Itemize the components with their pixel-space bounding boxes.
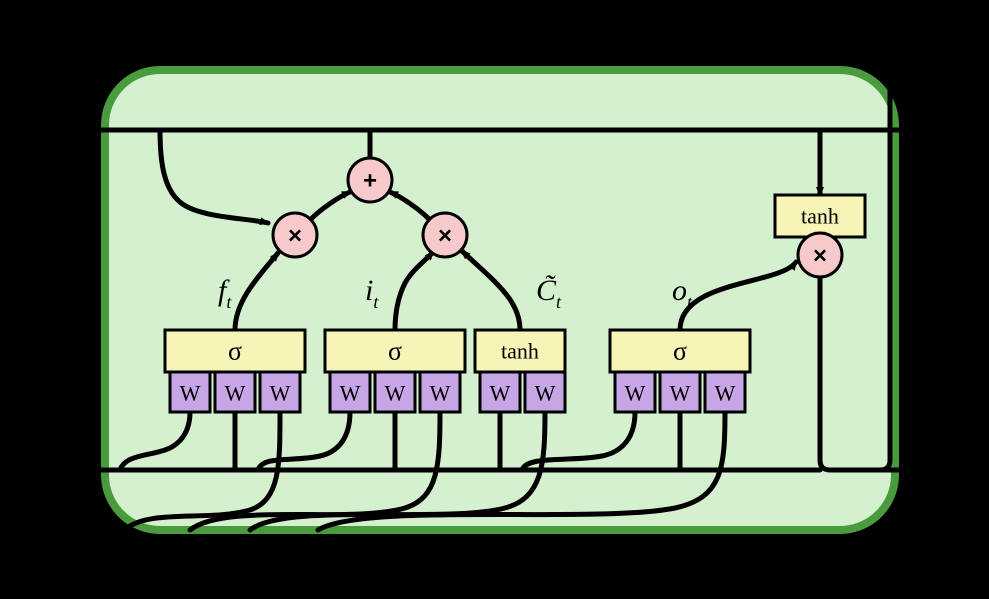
gate-label-cand-tanh: tanh (501, 339, 539, 364)
weight-label-w-o-3: W (715, 381, 736, 406)
weight-label-w-f-2: W (225, 381, 246, 406)
weight-label-w-i-3: W (430, 381, 451, 406)
op-symbol-mul-input: × (438, 223, 452, 250)
weight-label-w-i-1: W (340, 381, 361, 406)
lstm-diagram: σσtanhσtanh WWWWWWWWWWW ×+×× ftitC̃tot (0, 0, 989, 599)
weight-label-w-o-2: W (670, 381, 691, 406)
gate-label-output-sigma: σ (673, 337, 687, 366)
weight-label-w-o-1: W (625, 381, 646, 406)
gate-label-forget-sigma: σ (228, 337, 242, 366)
weight-label-w-f-3: W (270, 381, 291, 406)
gate-label-out-tanh: tanh (801, 204, 839, 229)
op-symbol-add-cell: + (363, 168, 377, 195)
weight-label-w-i-2: W (385, 381, 406, 406)
op-symbol-mul-forget: × (288, 223, 302, 250)
weight-label-w-f-1: W (180, 381, 201, 406)
op-symbol-mul-output: × (813, 243, 827, 270)
weight-label-w-c-1: W (490, 381, 511, 406)
weight-label-w-c-2: W (535, 381, 556, 406)
gate-label-input-sigma: σ (388, 337, 402, 366)
